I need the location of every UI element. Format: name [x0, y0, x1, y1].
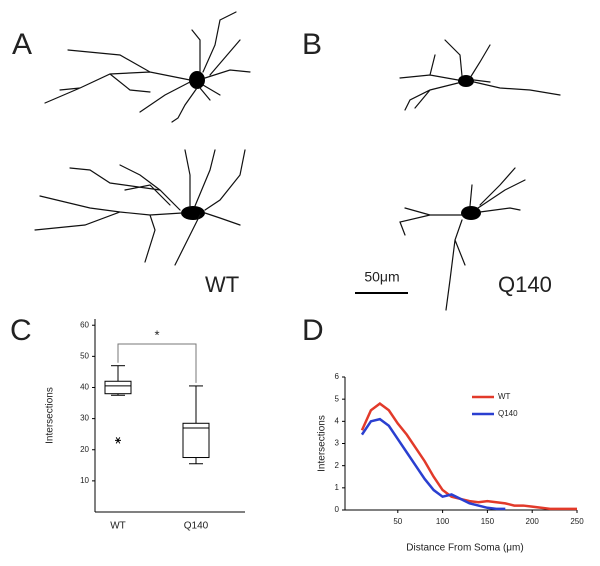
x-tick-label: 50 [393, 517, 402, 526]
y-axis-label: Intersections [45, 387, 56, 444]
y-tick-label: 30 [80, 414, 89, 423]
box [104, 380, 132, 395]
y-tick-label: 40 [80, 383, 89, 392]
legend-label: Q140 [498, 409, 518, 418]
neuron-drawings [34, 11, 561, 311]
y-tick-label: 60 [80, 320, 89, 329]
outlier [115, 437, 121, 444]
y-tick-label: 10 [80, 476, 89, 485]
x-tick-label: 100 [436, 517, 450, 526]
group-label: Q140 [498, 272, 552, 297]
y-tick-label: 0 [335, 505, 340, 514]
x-tick-label: 250 [570, 517, 584, 526]
x-axis-label: Distance From Soma (μm) [406, 543, 523, 554]
group-label: WT [205, 272, 239, 297]
y-axis-label: Intersections [317, 415, 328, 472]
y-tick-label: 20 [80, 445, 89, 454]
scale-bar-label: 50μm [364, 269, 399, 285]
x-tick-label: WT [110, 521, 126, 532]
series-line [360, 402, 577, 511]
x-tick-label: 150 [481, 517, 495, 526]
x-tick-label: 200 [526, 517, 540, 526]
significance-bracket [117, 343, 197, 383]
panel-label: C [10, 314, 32, 347]
y-tick-label: 4 [335, 416, 340, 425]
y-tick-label: 5 [335, 394, 340, 403]
panel-label: A [12, 28, 32, 61]
significance-label: * [154, 327, 159, 342]
panel-label: D [302, 314, 324, 347]
y-tick-label: 3 [335, 439, 340, 448]
charts: 10 20 30 40 50 60 Intersections WT Q140 * 0 1 2 3 4 5 6 5… [45, 319, 584, 554]
box [182, 422, 210, 459]
y-tick-label: 50 [80, 351, 89, 360]
panel-label: B [302, 28, 322, 61]
x-tick-label: Q140 [184, 521, 209, 532]
legend-label: WT [498, 392, 511, 401]
series-line [360, 417, 506, 511]
y-tick-label: 2 [335, 461, 340, 470]
y-tick-label: 1 [335, 483, 340, 492]
y-tick-label: 6 [335, 372, 340, 381]
